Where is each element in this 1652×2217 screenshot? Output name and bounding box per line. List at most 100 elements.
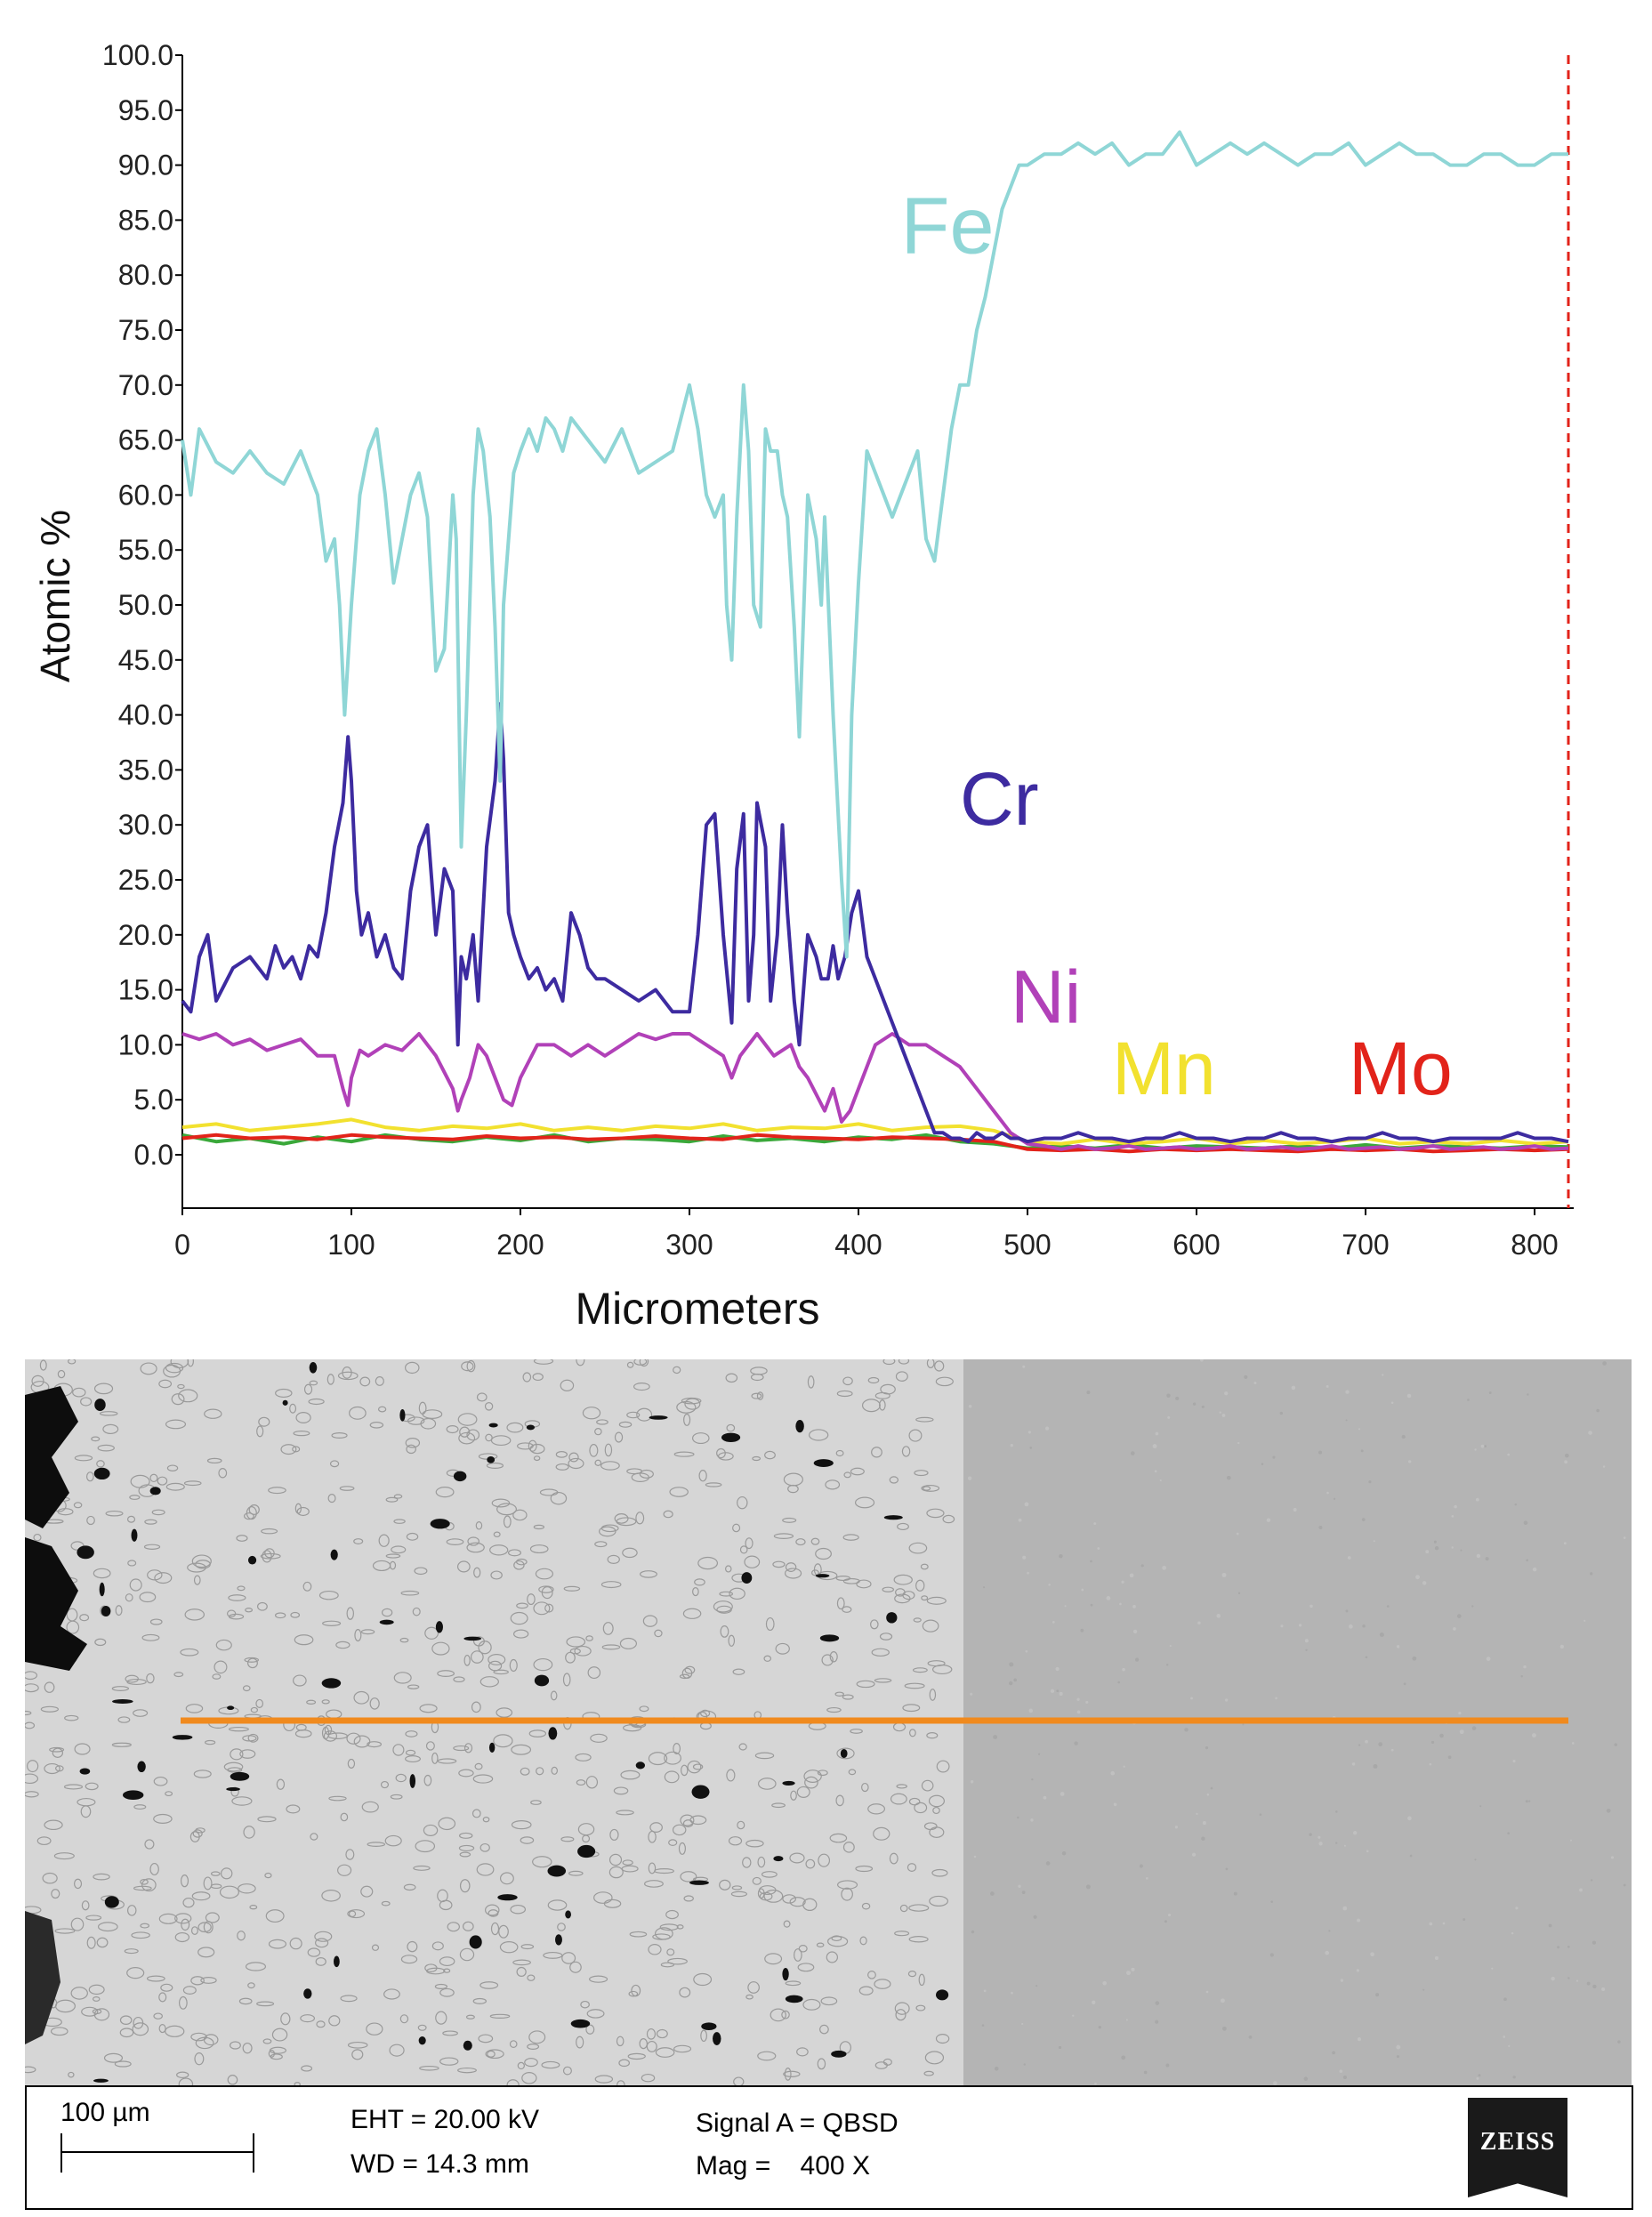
grain-boundary [197, 1947, 215, 1958]
substrate-speck [1528, 1800, 1531, 1802]
grain-boundary [752, 1455, 762, 1462]
grain-boundary [349, 1406, 367, 1420]
grain-boundary [805, 1858, 816, 1869]
grain-boundary [893, 1574, 913, 1585]
substrate-speck [1356, 1969, 1359, 1972]
grain-boundary [551, 1766, 558, 1775]
grain-boundary [359, 1376, 371, 1387]
x-tick-label: 300 [665, 1229, 713, 1261]
grain-boundary [236, 1535, 248, 1542]
y-tick-label: 50.0 [118, 589, 173, 621]
pore [399, 1409, 406, 1422]
grain-boundary [459, 1851, 471, 1858]
substrate-speck [1439, 1733, 1444, 1738]
grain-boundary [660, 1962, 675, 1968]
grain-boundary [289, 1403, 297, 1414]
grain-boundary [629, 1931, 648, 1938]
grain-boundary [366, 2022, 383, 2036]
substrate-speck [1220, 1998, 1225, 2003]
substrate-speck [1459, 1729, 1464, 1735]
pore [570, 2019, 591, 2028]
grain-boundary [728, 1836, 743, 1846]
pore [101, 1606, 111, 1617]
grain-boundary [185, 1704, 204, 1713]
grain-boundary [758, 1885, 777, 1896]
grain-boundary [413, 1865, 431, 1871]
substrate-speck [1167, 1914, 1172, 1917]
substrate-speck [1221, 1414, 1226, 1417]
grain-boundary [407, 1416, 425, 1425]
grain-boundary [794, 1948, 802, 1962]
substrate-speck [1165, 2063, 1170, 2068]
grain-boundary [140, 1879, 149, 1885]
grain-boundary [513, 1629, 529, 1639]
grain-boundary [426, 1967, 446, 1975]
grain-boundary [713, 1600, 733, 1613]
grain-boundary [532, 1373, 544, 1382]
grain-boundary [190, 2032, 207, 2042]
grain-boundary [915, 2004, 926, 2011]
grain-boundary [70, 1541, 85, 1551]
grain-boundary [560, 1836, 575, 1842]
grain-boundary [191, 1891, 211, 1901]
grain-boundary [431, 1941, 444, 1951]
grain-boundary [371, 1944, 380, 1951]
grain-boundary [25, 1671, 38, 1681]
substrate-speck [1366, 1850, 1369, 1853]
grain-boundary [484, 1904, 500, 1916]
scale-bar-left-tick [60, 2133, 62, 2173]
grain-boundary [316, 2020, 326, 2028]
grain-boundary [783, 2070, 801, 2077]
pore [497, 1894, 518, 1901]
grain-boundary [487, 2050, 496, 2058]
grain-boundary [228, 1613, 245, 1620]
pore [303, 1988, 312, 1999]
substrate-speck [1584, 1619, 1586, 1622]
grain-boundary [633, 1359, 648, 1366]
grain-boundary [243, 1826, 255, 1839]
substrate-speck [1298, 1624, 1302, 1627]
substrate-speck [1017, 1816, 1019, 1819]
substrate-speck [1022, 1365, 1026, 1368]
grain-boundary [437, 1670, 455, 1678]
grain-boundary [835, 1794, 844, 1807]
pore [131, 1528, 138, 1542]
grain-boundary [544, 1603, 554, 1613]
substrate-speck [1060, 1792, 1065, 1796]
grain-boundary [149, 1618, 163, 1625]
substrate-speck [1291, 1385, 1296, 1391]
grain-boundary [861, 1782, 869, 1793]
x-tick-label: 200 [496, 1229, 544, 1261]
grain-boundary [907, 1971, 917, 1978]
grain-boundary [245, 1607, 254, 1613]
grain-boundary [97, 1444, 115, 1452]
substrate-speck [1090, 1560, 1092, 1563]
grain-boundary [126, 1678, 147, 1686]
grain-boundary [926, 1596, 947, 1605]
y-tick-label: 55.0 [118, 534, 173, 566]
pore [741, 1572, 753, 1584]
grain-boundary [705, 1482, 722, 1487]
substrate-speck [1184, 1728, 1189, 1732]
grain-boundary [264, 1548, 275, 1559]
grain-boundary [764, 1450, 776, 1460]
substrate-speck [1345, 1419, 1348, 1422]
grain-boundary [493, 1734, 513, 1748]
grain-boundary [511, 1820, 532, 1830]
grain-boundary [405, 1730, 418, 1737]
pore [721, 1432, 741, 1442]
grain-boundary [627, 2052, 646, 2060]
grain-boundary [914, 1802, 928, 1814]
grain-boundary [446, 1538, 464, 1545]
grain-boundary [555, 1463, 569, 1471]
grain-boundary [902, 1704, 921, 1713]
grain-boundary [639, 2038, 649, 2050]
grain-boundary [506, 2079, 520, 2085]
legend-label-ni: Ni [1011, 955, 1081, 1039]
grain-boundary [842, 1534, 859, 1541]
grain-boundary [856, 1579, 872, 1589]
substrate-speck [1433, 1540, 1437, 1544]
grain-boundary [935, 2034, 950, 2044]
grain-boundary [644, 1880, 664, 1888]
legend-label-mn: Mn [1112, 1027, 1216, 1110]
